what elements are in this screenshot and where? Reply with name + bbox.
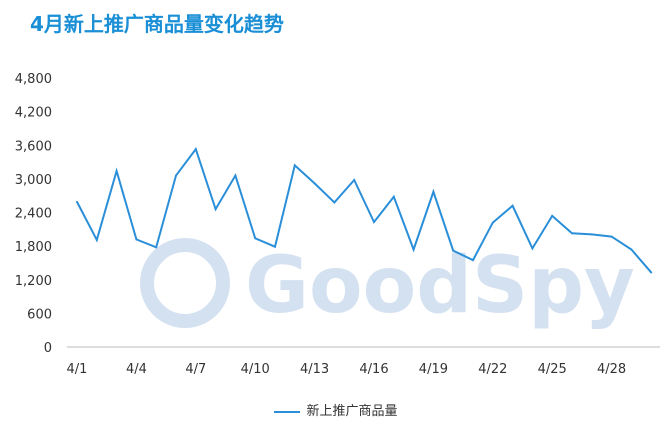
y-tick-label: 0 xyxy=(44,341,52,356)
data-point xyxy=(412,248,415,251)
goodspy-watermark-logo: GoodSpy xyxy=(140,238,635,331)
legend: 新上推广商品量 xyxy=(0,400,672,419)
data-point xyxy=(472,259,474,262)
series-line xyxy=(76,147,652,274)
legend-label: 新上推广商品量 xyxy=(306,404,398,419)
data-point xyxy=(313,182,316,185)
data-point xyxy=(392,195,395,198)
x-tick-label: 4/16 xyxy=(359,362,388,377)
data-point xyxy=(234,174,237,177)
data-point xyxy=(254,237,257,240)
data-point xyxy=(95,238,98,241)
x-tick-label: 4/10 xyxy=(241,362,270,377)
data-point xyxy=(610,235,613,238)
x-tick-label: 4/1 xyxy=(67,362,88,377)
data-point xyxy=(373,221,375,224)
data-point xyxy=(333,201,336,204)
x-tick-label: 4/22 xyxy=(478,362,507,377)
data-point xyxy=(590,233,593,236)
y-tick-label: 1,200 xyxy=(15,274,52,289)
data-point xyxy=(511,204,514,207)
watermark-text: GoodSpy xyxy=(245,241,635,331)
x-tick-label: 4/7 xyxy=(185,362,206,377)
y-tick-label: 600 xyxy=(27,307,52,322)
data-point xyxy=(531,247,534,250)
y-tick-label: 3,600 xyxy=(15,139,52,154)
data-point xyxy=(274,245,276,248)
chart-title: 4月新上推广商品量变化趋势 xyxy=(30,12,284,36)
data-point xyxy=(135,238,138,241)
data-point xyxy=(432,190,435,193)
data-point xyxy=(630,248,633,251)
y-tick-label: 1,800 xyxy=(15,240,52,255)
y-tick-label: 4,200 xyxy=(15,106,52,121)
data-point xyxy=(551,214,554,217)
data-point xyxy=(491,221,494,224)
y-tick-label: 3,000 xyxy=(15,173,52,188)
data-point xyxy=(76,200,78,203)
x-tick-label: 4/28 xyxy=(597,362,626,377)
data-point xyxy=(293,164,296,167)
legend-swatch xyxy=(274,410,301,413)
data-point xyxy=(452,249,455,252)
data-point xyxy=(650,271,653,274)
x-tick-label: 4/4 xyxy=(126,362,147,377)
data-point xyxy=(571,232,573,235)
x-tick-label: 4/25 xyxy=(538,362,567,377)
data-point xyxy=(115,170,118,173)
data-point xyxy=(353,178,356,181)
data-point xyxy=(194,148,197,151)
y-tick-label: 4,800 xyxy=(15,72,52,87)
data-point xyxy=(214,208,217,211)
y-tick-label: 2,400 xyxy=(15,207,52,222)
data-point xyxy=(155,246,158,249)
data-point xyxy=(175,174,177,177)
x-tick-label: 4/19 xyxy=(419,362,448,377)
x-tick-label: 4/13 xyxy=(300,362,329,377)
